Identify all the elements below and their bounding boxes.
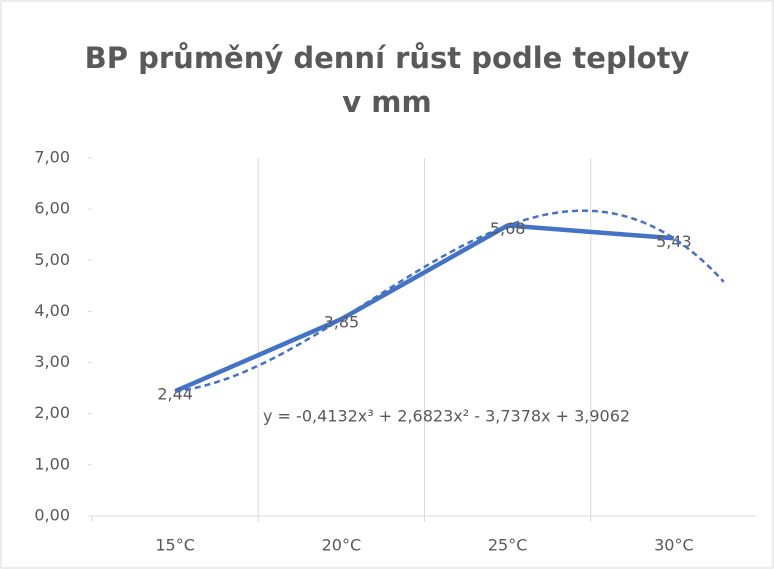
data-label: 5,43 bbox=[656, 232, 692, 251]
y-tick-label: 6,00 bbox=[34, 199, 70, 218]
x-tick-label: 25°C bbox=[488, 536, 528, 555]
y-tick-label: 3,00 bbox=[34, 352, 70, 371]
y-tick-label: 4,00 bbox=[34, 301, 70, 320]
data-label: 5,68 bbox=[490, 219, 526, 238]
data-label: 3,85 bbox=[324, 313, 360, 332]
x-tick-label: 20°C bbox=[322, 536, 362, 555]
y-tick-label: 0,00 bbox=[34, 506, 70, 525]
line-series bbox=[174, 223, 675, 394]
y-tick-label: 7,00 bbox=[34, 148, 70, 167]
trendline bbox=[174, 209, 725, 393]
data-label: 2,44 bbox=[157, 385, 193, 404]
x-tick-label: 15°C bbox=[155, 536, 195, 555]
x-tick-label: 30°C bbox=[654, 536, 694, 555]
chart-title: BP průměný denní růst podle teploty v mm bbox=[84, 41, 690, 119]
y-tick-label: 5,00 bbox=[34, 250, 70, 269]
y-tick-label: 2,00 bbox=[34, 403, 70, 422]
y-tick-label: 1,00 bbox=[34, 454, 70, 473]
trendline-equation: y = -0,4132x³ + 2,6823x² - 3,7378x + 3,9… bbox=[263, 407, 630, 426]
